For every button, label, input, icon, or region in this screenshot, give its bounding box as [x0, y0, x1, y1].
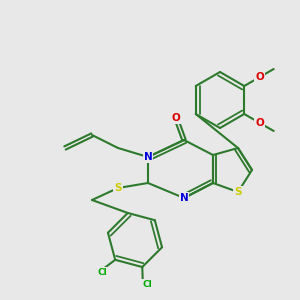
Text: O: O — [256, 118, 264, 128]
Text: N: N — [144, 152, 152, 162]
Text: Cl: Cl — [142, 280, 152, 289]
Text: O: O — [172, 113, 180, 123]
Text: S: S — [234, 187, 242, 197]
Text: O: O — [256, 72, 264, 82]
Text: N: N — [180, 193, 188, 203]
Text: Cl: Cl — [98, 268, 107, 277]
Text: S: S — [114, 183, 122, 193]
